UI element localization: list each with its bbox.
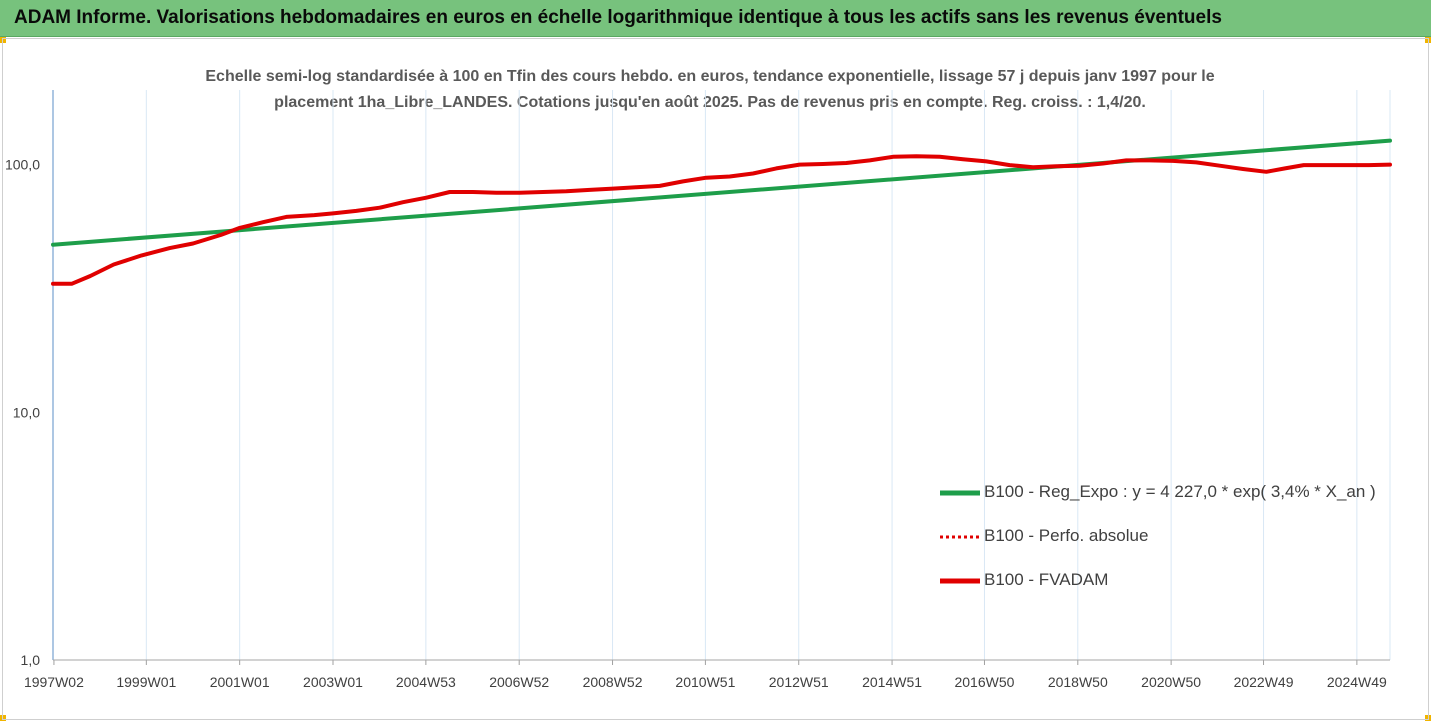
y-tick-label: 10,0 xyxy=(13,404,40,420)
x-tick-label: 2003W01 xyxy=(303,674,363,690)
y-tick-label: 100,0 xyxy=(5,157,40,173)
y-tick-labels: 1,0 10,0 100,0 xyxy=(5,157,40,668)
x-tick-label: 2012W51 xyxy=(769,674,829,690)
chart-title-line-1: Echelle semi-log standardisée à 100 en T… xyxy=(205,68,1215,85)
legend xyxy=(940,490,980,584)
legend-label-2: B100 - FVADAM xyxy=(984,570,1109,589)
x-tick-label: 2018W50 xyxy=(1048,674,1108,690)
legend-label-0: B100 - Reg_Expo : y = 4 227,0 * exp( 3,4… xyxy=(984,482,1376,501)
x-tick-labels: 1997W02 1999W01 2001W01 2003W01 2004W53 2006W… xyxy=(24,674,1387,690)
x-tick-label: 1997W02 xyxy=(24,674,84,690)
x-tick-label: 2010W51 xyxy=(675,674,735,690)
banner-title: ADAM Informe. Valorisations hebdomadaire… xyxy=(14,7,1222,28)
axes xyxy=(52,90,1390,665)
x-tick-label: 2016W50 xyxy=(954,674,1014,690)
x-tick-label: 2001W01 xyxy=(210,674,270,690)
x-tick-label: 2024W49 xyxy=(1327,674,1387,690)
corner-marker xyxy=(0,715,6,721)
x-tick-label: 2008W52 xyxy=(583,674,643,690)
x-tick-label: 2006W52 xyxy=(489,674,549,690)
chart-title: Echelle semi-log standardisée à 100 en T… xyxy=(190,64,1230,116)
x-tick-label: 2004W53 xyxy=(396,674,456,690)
chart-title-line-2: placement 1ha_Libre_LANDES. Cotations ju… xyxy=(274,94,1146,111)
gridlines xyxy=(145,90,1391,660)
series-line-2 xyxy=(51,154,1392,286)
x-tick-label: 1999W01 xyxy=(116,674,176,690)
chart-banner: ADAM Informe. Valorisations hebdomadaire… xyxy=(0,0,1431,37)
x-tick-label: 2014W51 xyxy=(862,674,922,690)
series-line-0 xyxy=(51,138,1392,247)
series-lines xyxy=(51,138,1392,286)
x-tick-label: 2020W50 xyxy=(1141,674,1201,690)
legend-label-1: B100 - Perfo. absolue xyxy=(984,526,1149,545)
y-tick-label: 1,0 xyxy=(21,652,41,668)
x-tick-label: 2022W49 xyxy=(1234,674,1294,690)
corner-marker xyxy=(0,37,6,43)
chart-frame xyxy=(2,38,1429,720)
